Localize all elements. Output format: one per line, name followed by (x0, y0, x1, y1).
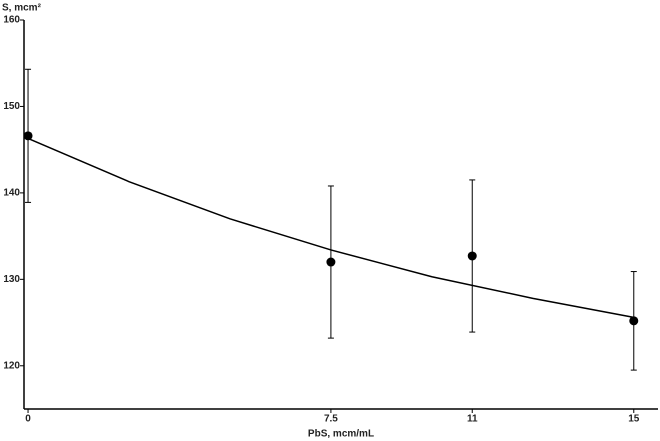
x-tick-label: 15 (628, 414, 640, 425)
x-tick-label: 0 (25, 414, 31, 425)
data-point (467, 251, 477, 261)
x-axis-label: PbS, mcm/mL (308, 429, 374, 440)
x-tick-label: 11 (467, 414, 478, 425)
data-point (23, 131, 33, 141)
y-tick-label: 160 (3, 15, 20, 26)
x-tick-label: 7.5 (324, 414, 338, 425)
data-point (629, 316, 639, 326)
y-axis-label: S, mcm² (2, 3, 42, 14)
y-tick-label: 120 (3, 360, 20, 371)
y-tick-label: 140 (3, 188, 20, 199)
y-tick-label: 130 (3, 274, 20, 285)
y-tick-label: 150 (3, 101, 20, 112)
data-point (326, 257, 336, 267)
